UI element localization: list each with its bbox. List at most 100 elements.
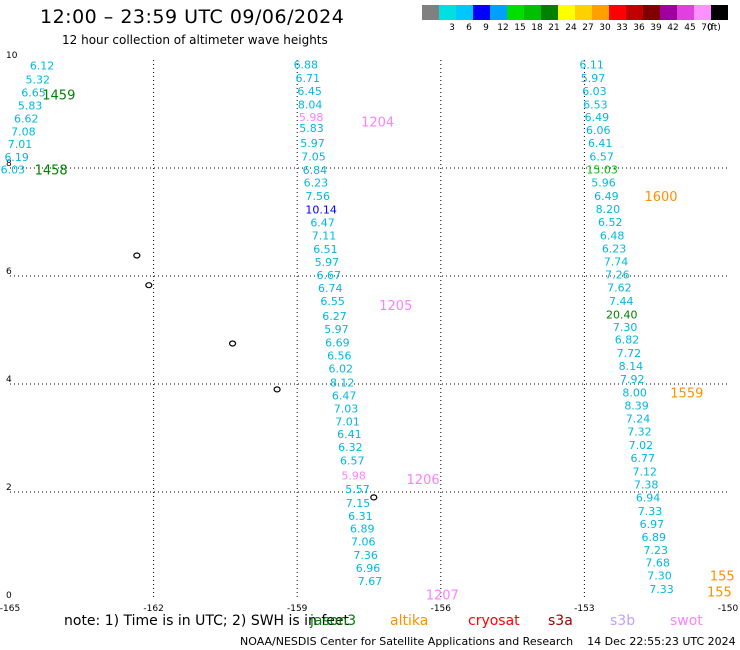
wave-height-reading: 7.06 [351, 536, 376, 549]
wave-height-reading: 6.31 [348, 510, 373, 523]
wave-height-reading: 15.03 [586, 164, 618, 177]
scale-label: 15 [514, 23, 526, 33]
wave-height-reading: 7.33 [638, 505, 663, 518]
scale-label: 24 [565, 23, 577, 33]
wave-height-reading: 7.30 [613, 321, 638, 334]
wave-height-reading: 7.26 [605, 268, 630, 281]
island-outline [133, 252, 141, 259]
map-subtitle: 12 hour collection of altimeter wave hei… [62, 33, 328, 47]
island-outline [145, 282, 153, 289]
scale-swatch [524, 5, 541, 20]
wave-height-reading: 6.41 [337, 428, 362, 441]
wave-height-reading: 6.82 [615, 334, 640, 347]
wave-height-reading: 6.74 [318, 282, 343, 295]
wave-height-reading: 7.68 [645, 557, 670, 570]
pass-time-label: 1205 [379, 299, 412, 314]
wave-height-reading: 7.32 [627, 426, 652, 439]
scale-swatch [609, 5, 626, 20]
credit-text: NOAA/NESDIS Center for Satellite Applica… [240, 635, 574, 648]
wave-height-reading: 6.03 [582, 85, 607, 98]
wave-height-reading: 7.08 [11, 125, 36, 138]
wave-height-reading: 6.06 [586, 124, 611, 137]
wave-height-reading: 7.11 [312, 230, 337, 243]
scale-swatch [626, 5, 643, 20]
scale-swatch [507, 5, 524, 20]
wave-height-reading: 6.77 [631, 452, 656, 465]
wave-height-reading: 7.74 [604, 255, 629, 268]
map-title: 12:00 – 23:59 UTC 09/06/2024 [40, 6, 345, 28]
scale-unit-label: (ft) [707, 23, 721, 33]
wave-height-reading: 6.89 [350, 523, 375, 536]
wave-height-reading: 6.23 [304, 177, 329, 190]
wave-height-reading: 7.01 [335, 415, 360, 428]
wave-height-reading: 6.94 [636, 491, 661, 504]
wave-height-reading: 6.65 [21, 86, 46, 99]
wave-height-reading: 6.27 [322, 310, 347, 323]
pass-time-label: 1206 [407, 473, 440, 488]
wave-height-reading: 8.00 [622, 387, 647, 400]
wave-height-reading: 6.97 [640, 518, 665, 531]
wave-height-reading: 7.72 [617, 347, 642, 360]
wave-height-reading: 5.98 [341, 469, 366, 482]
satellite-legend-item: altika [390, 613, 429, 629]
wave-height-reading: 6.62 [14, 112, 39, 125]
scale-label: 9 [483, 23, 489, 33]
scale-swatch [473, 5, 490, 20]
lat-tick-label: 0 [6, 591, 12, 601]
wave-height-reading: 5.97 [324, 323, 349, 336]
scale-label: 36 [633, 23, 645, 33]
scale-label: 30 [599, 23, 611, 33]
scale-label: 27 [582, 23, 594, 33]
pass-time-label: 155 [707, 585, 732, 600]
wave-height-reading: 6.32 [338, 441, 363, 454]
scale-swatch [439, 5, 456, 20]
wave-height-reading: 5.97 [300, 137, 325, 150]
scale-swatch [643, 5, 660, 20]
scale-swatch [575, 5, 592, 20]
scale-swatch [711, 5, 728, 20]
footer-note: note: 1) Time is in UTC; 2) SWH is in fe… [64, 613, 350, 629]
satellite-legend-item: cryosat [468, 613, 520, 629]
wave-height-reading: 6.49 [594, 190, 619, 203]
wave-height-reading: 6.84 [303, 164, 328, 177]
wave-height-reading: 6.69 [325, 336, 350, 349]
scale-label: 42 [667, 23, 679, 33]
satellite-legend-item: swot [670, 613, 703, 629]
wave-height-reading: 7.12 [632, 465, 657, 478]
island-outline [273, 386, 281, 393]
wave-height-reading: 6.89 [642, 531, 667, 544]
lon-tick-label: -153 [574, 604, 594, 614]
wave-height-reading: 7.23 [643, 544, 668, 557]
wave-height-reading: 6.47 [332, 389, 357, 402]
scale-swatch [592, 5, 609, 20]
island-outline [370, 494, 378, 501]
wave-height-reading: 7.44 [609, 295, 634, 308]
wave-height-reading: 6.02 [329, 362, 354, 375]
generated-timestamp: 14 Dec 22:55:23 UTC 2024 [587, 635, 736, 648]
wave-height-reading: 20.40 [606, 308, 638, 321]
wave-height-reading: 6.52 [598, 216, 623, 229]
scale-label: 18 [531, 23, 543, 33]
lon-tick-label: -150 [718, 604, 739, 614]
pass-time-label: 1204 [361, 116, 394, 131]
wave-height-reading: 6.57 [340, 455, 365, 468]
wave-height-reading: 7.62 [607, 281, 632, 294]
wave-height-reading: 7.36 [353, 549, 378, 562]
lon-tick-label: -156 [431, 604, 452, 614]
pass-time-label: 1600 [644, 190, 677, 205]
wave-height-reading: 5.57 [345, 483, 370, 496]
lon-tick-label: -159 [287, 604, 308, 614]
wave-height-reading: 6.23 [602, 242, 627, 255]
lon-tick-label: -162 [143, 604, 163, 614]
scale-label: 21 [548, 23, 560, 33]
wave-height-reading: 6.03 [1, 164, 26, 177]
lat-tick-label: 2 [6, 483, 12, 493]
wave-height-reading: 7.92 [620, 373, 645, 386]
wave-height-reading: 8.39 [624, 400, 649, 413]
wave-height-reading: 5.32 [26, 73, 51, 86]
wave-height-reading: 6.53 [583, 98, 608, 111]
satellite-legend-item: s3b [610, 613, 636, 629]
wave-height-reading: 7.05 [301, 151, 326, 164]
scale-label: 12 [497, 23, 509, 33]
